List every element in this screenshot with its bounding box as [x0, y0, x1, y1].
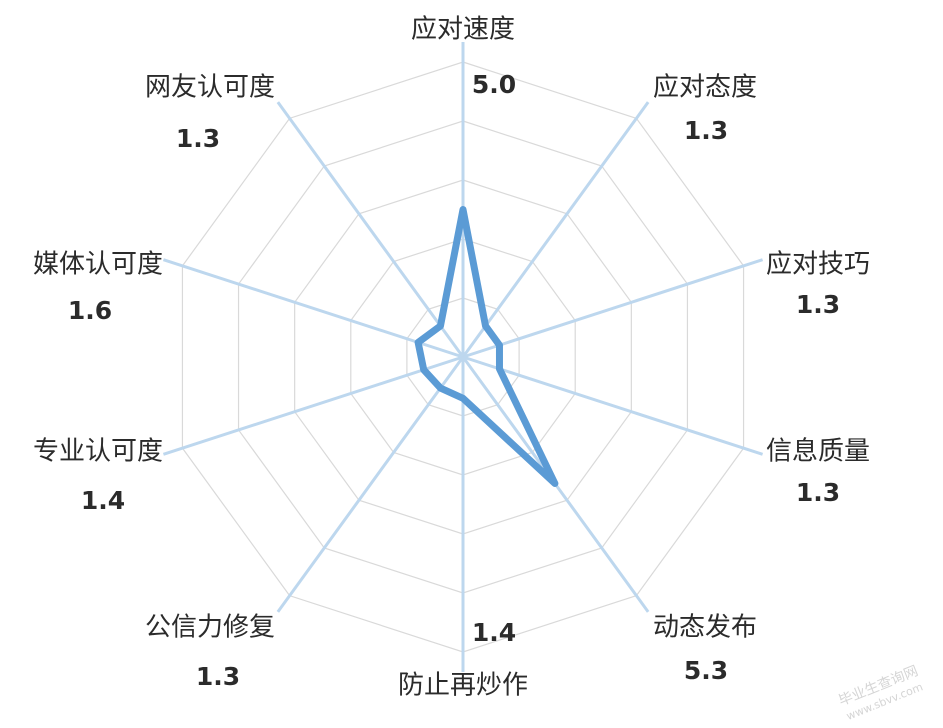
spoke-8 [162, 258, 464, 359]
spoke-9 [276, 101, 465, 358]
watermark: 毕业生查询网 www.sbvv.com [837, 663, 925, 723]
spoke-7 [162, 355, 464, 456]
axis-label-1: 应对态度 [653, 73, 757, 103]
radar-labels: 应对速度 5.0 应对态度 1.3 应对技巧 1.3 信息质量 1.3 动态发布 5.3 防止再炒作… [33, 15, 870, 701]
data-label-5: 1.4 [472, 618, 516, 647]
radar-spokes [162, 42, 764, 672]
data-label-6: 1.3 [196, 662, 240, 691]
series-line [414, 206, 559, 487]
data-label-9: 1.3 [176, 124, 220, 153]
data-label-0: 5.0 [472, 70, 516, 99]
spoke-1 [461, 101, 650, 358]
axis-label-5: 防止再炒作 [398, 671, 528, 701]
data-label-7: 1.4 [81, 486, 125, 515]
data-label-3: 1.3 [796, 478, 840, 507]
data-label-8: 1.6 [68, 296, 112, 325]
axis-label-8: 媒体认可度 [33, 250, 163, 280]
spoke-6 [276, 356, 465, 613]
data-label-2: 1.3 [796, 290, 840, 319]
axis-label-2: 应对技巧 [766, 250, 870, 280]
data-label-4: 5.3 [684, 656, 728, 685]
axis-label-3: 信息质量 [766, 437, 870, 467]
spoke-2 [462, 258, 764, 359]
axis-label-0: 应对速度 [411, 15, 515, 45]
axis-label-9: 网友认可度 [145, 73, 275, 103]
data-label-1: 1.3 [684, 116, 728, 145]
radar-series [414, 206, 559, 487]
axis-label-4: 动态发布 [653, 613, 757, 643]
spoke-3 [462, 355, 764, 456]
axis-label-6: 公信力修复 [145, 613, 275, 643]
axis-label-7: 专业认可度 [33, 437, 163, 467]
